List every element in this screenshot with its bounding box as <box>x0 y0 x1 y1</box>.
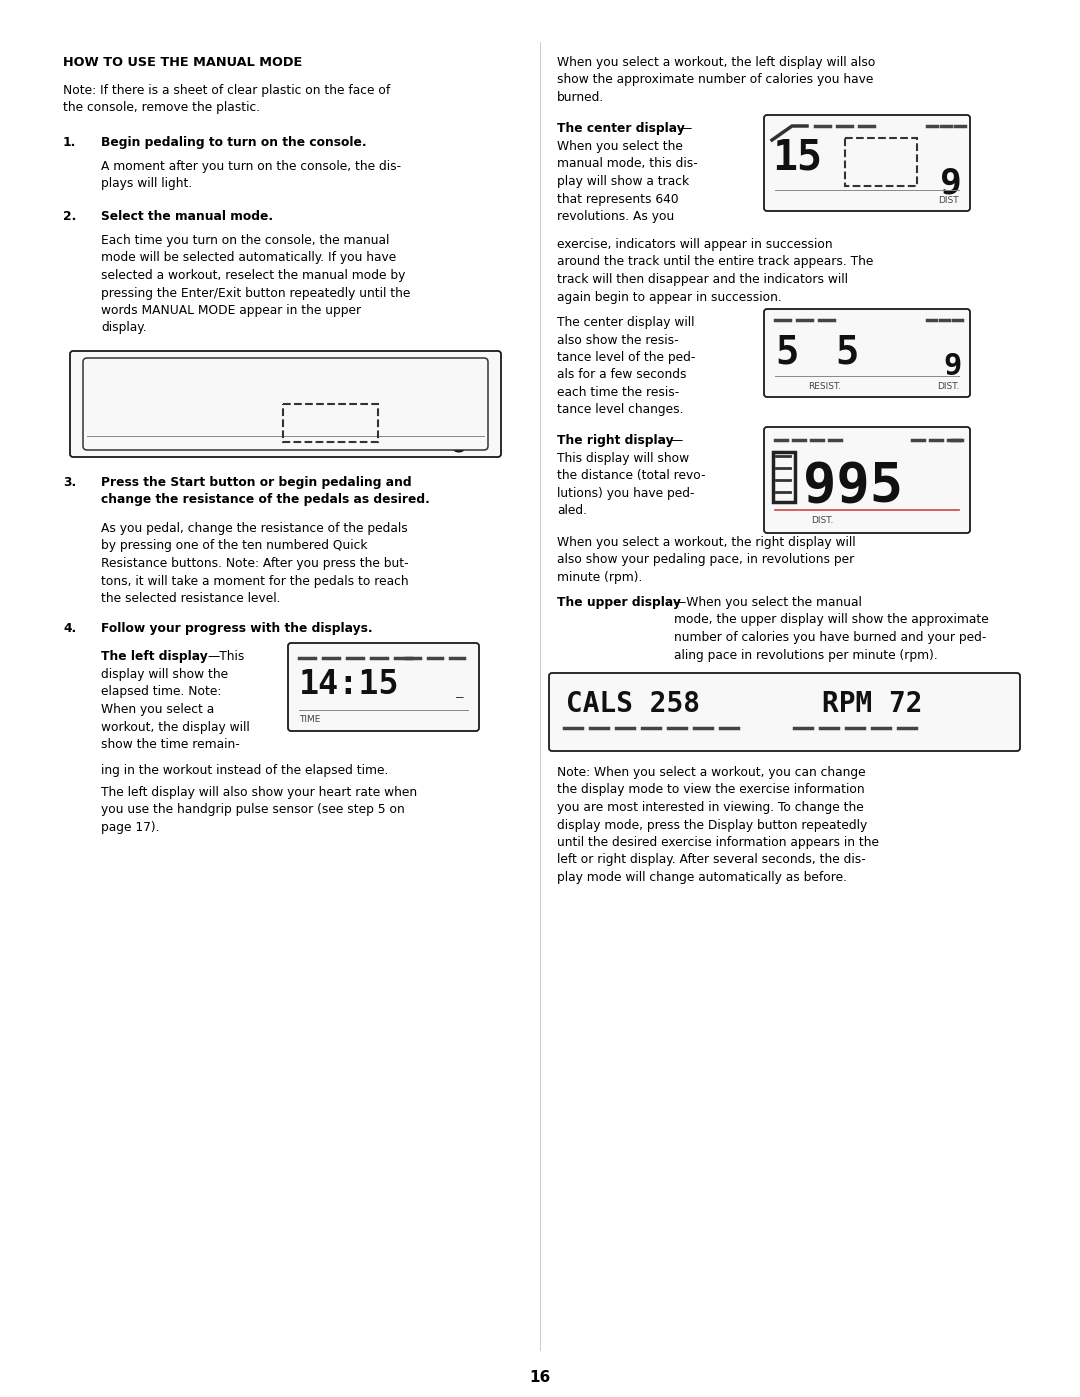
Bar <box>283 404 378 441</box>
Text: DIST.: DIST. <box>811 515 833 525</box>
Text: RPM 72: RPM 72 <box>822 690 922 718</box>
FancyBboxPatch shape <box>549 673 1020 752</box>
Text: 9: 9 <box>941 166 962 200</box>
Text: 9: 9 <box>944 352 962 381</box>
Bar <box>845 138 917 186</box>
FancyBboxPatch shape <box>764 427 970 534</box>
Text: 14:15: 14:15 <box>299 668 400 701</box>
Text: Press the Start button or begin pedaling and
change the resistance of the pedals: Press the Start button or begin pedaling… <box>102 476 430 507</box>
Text: 16: 16 <box>529 1370 551 1384</box>
Text: MANUAL MODE: MANUAL MODE <box>99 374 256 398</box>
Text: 5: 5 <box>775 334 798 372</box>
Text: A moment after you turn on the console, the dis-
plays will light.: A moment after you turn on the console, … <box>102 161 401 190</box>
Text: When you select the
manual mode, this dis-
play will show a track
that represent: When you select the manual mode, this di… <box>557 140 698 224</box>
Text: —: — <box>670 434 683 447</box>
Text: —When you select the manual
mode, the upper display will show the approximate
nu: —When you select the manual mode, the up… <box>674 597 989 662</box>
Text: Begin pedaling to turn on the console.: Begin pedaling to turn on the console. <box>102 136 366 149</box>
FancyBboxPatch shape <box>288 643 480 731</box>
Text: The right display: The right display <box>557 434 674 447</box>
Text: When you select a workout, the right display will
also show your pedaling pace, : When you select a workout, the right dis… <box>557 536 855 584</box>
Text: Select the manual mode.: Select the manual mode. <box>102 210 273 224</box>
Text: 1.: 1. <box>63 136 77 149</box>
Text: RESIST.: RESIST. <box>809 381 841 391</box>
Text: 3.: 3. <box>63 476 77 489</box>
Text: 0: 0 <box>448 425 470 458</box>
Text: Note: When you select a workout, you can change
the display mode to view the exe: Note: When you select a workout, you can… <box>557 766 879 884</box>
Text: DIST: DIST <box>939 196 959 205</box>
Text: display will show the
elapsed time. Note:
When you select a
workout, the display: display will show the elapsed time. Note… <box>102 668 249 752</box>
Text: The upper display: The upper display <box>557 597 680 609</box>
FancyBboxPatch shape <box>70 351 501 457</box>
Text: ing in the workout instead of the elapsed time.: ing in the workout instead of the elapse… <box>102 764 389 777</box>
Text: Note: If there is a sheet of clear plastic on the face of
the console, remove th: Note: If there is a sheet of clear plast… <box>63 84 390 115</box>
Text: 0:00: 0:00 <box>111 407 198 440</box>
FancyBboxPatch shape <box>764 309 970 397</box>
Text: 4.: 4. <box>63 622 77 636</box>
Text: —This: —This <box>207 650 244 664</box>
Text: 15: 15 <box>772 136 822 177</box>
Text: As you pedal, change the resistance of the pedals
by pressing one of the ten num: As you pedal, change the resistance of t… <box>102 522 408 605</box>
Text: —: — <box>679 122 691 136</box>
FancyBboxPatch shape <box>764 115 970 211</box>
Text: TIME: TIME <box>91 440 112 448</box>
Text: TIME: TIME <box>299 715 321 724</box>
Text: 2.: 2. <box>63 210 77 224</box>
FancyBboxPatch shape <box>83 358 488 450</box>
Text: The left display: The left display <box>102 650 207 664</box>
Text: DIST.: DIST. <box>936 381 959 391</box>
Text: 995: 995 <box>804 460 903 513</box>
Text: 5: 5 <box>835 334 859 372</box>
Text: CALS 258: CALS 258 <box>566 690 700 718</box>
Text: exercise, indicators will appear in succession
around the track until the entire: exercise, indicators will appear in succ… <box>557 237 874 303</box>
Text: When you select a workout, the left display will also
show the approximate numbe: When you select a workout, the left disp… <box>557 56 876 103</box>
Text: The center display will
also show the resis-
tance level of the ped-
als for a f: The center display will also show the re… <box>557 316 696 416</box>
Text: The center display: The center display <box>557 122 685 136</box>
Text: Each time you turn on the console, the manual
mode will be selected automaticall: Each time you turn on the console, the m… <box>102 235 410 334</box>
Bar <box>773 453 795 502</box>
Text: ―: ― <box>457 692 464 704</box>
Text: This display will show
the distance (total revo-
lutions) you have ped-
aled.: This display will show the distance (tot… <box>557 453 705 517</box>
Text: The left display will also show your heart rate when
you use the handgrip pulse : The left display will also show your hea… <box>102 787 417 834</box>
Text: HOW TO USE THE MANUAL MODE: HOW TO USE THE MANUAL MODE <box>63 56 302 68</box>
Text: DIST.: DIST. <box>458 440 480 448</box>
Text: Follow your progress with the displays.: Follow your progress with the displays. <box>102 622 373 636</box>
